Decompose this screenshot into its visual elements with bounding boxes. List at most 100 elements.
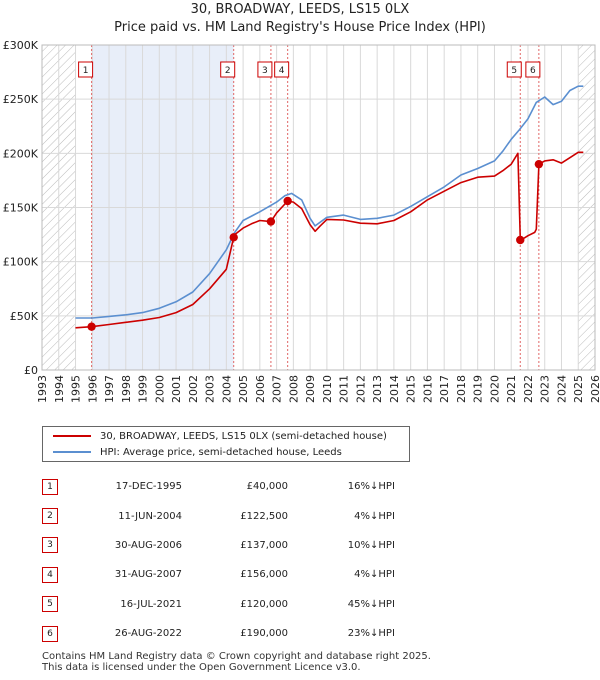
sale-price: £40,000 <box>246 481 288 493</box>
y-tick-label: £200K <box>3 147 39 160</box>
x-tick-label: 2006 <box>254 375 267 403</box>
x-tick-label: 2019 <box>472 375 485 403</box>
sale-number-box <box>525 61 541 78</box>
sales-table: 1 17-DEC-1995 £40,000 16% ↓ HPI 2 11-JUN… <box>42 472 418 648</box>
down-arrow-icon: ↓ <box>370 598 379 610</box>
footer-licence: This data is licensed under the Open Gov… <box>42 662 361 673</box>
sale-point <box>516 235 525 245</box>
x-tick-label: 1993 <box>36 375 49 403</box>
sale-number-label: 1 <box>83 66 89 76</box>
x-tick-label: 1996 <box>86 375 99 403</box>
hpi-difference: 4% <box>354 569 370 581</box>
sale-date: 17-DEC-1995 <box>115 481 182 493</box>
x-tick-label: 2015 <box>405 375 418 403</box>
hpi-difference: 10% <box>347 539 370 551</box>
sale-number-label: 3 <box>262 66 268 76</box>
hpi-label: HPI <box>378 510 395 522</box>
sale-number-badge: 2 <box>42 508 58 525</box>
sale-date: 31-AUG-2007 <box>114 569 182 581</box>
down-arrow-icon: ↓ <box>370 510 379 522</box>
x-tick-label: 2002 <box>187 375 200 403</box>
x-tick-label: 2016 <box>421 375 434 403</box>
x-tick-label: 2013 <box>371 375 384 403</box>
y-tick-label: £300K <box>3 39 39 52</box>
x-tick-label: 1995 <box>70 375 83 403</box>
sale-number-badge: 5 <box>42 596 58 613</box>
sale-number-badge: 1 <box>42 478 58 495</box>
legend-label-hpi: HPI: Average price, semi-detached house,… <box>100 446 342 458</box>
x-tick-label: 1994 <box>53 375 66 403</box>
sale-point <box>283 196 292 206</box>
hpi-difference: 16% <box>347 481 370 493</box>
table-row: 3 30-AUG-2006 £137,000 10% ↓ HPI <box>42 531 418 560</box>
sale-number-badge: 6 <box>42 625 58 642</box>
y-tick-label: £50K <box>10 310 39 323</box>
x-tick-label: 2017 <box>438 375 451 403</box>
sale-point <box>266 217 276 226</box>
price-chart: 1 2 3 4 5 6 £0 £50K £100K £150K £200K £250K £300K 19… <box>3 39 600 403</box>
hpi-label: HPI <box>378 628 395 640</box>
legend-swatch-property <box>53 435 91 437</box>
hpi-difference: 23% <box>347 628 370 640</box>
sale-point <box>87 322 96 331</box>
x-tick-label: 2025 <box>572 375 585 403</box>
x-tick-label: 2011 <box>338 375 351 403</box>
down-arrow-icon: ↓ <box>370 569 379 581</box>
sale-number-badge: 4 <box>42 566 58 583</box>
x-tick-label: 2020 <box>488 375 501 403</box>
property-series-line <box>75 151 584 329</box>
sale-point <box>229 233 238 242</box>
sale-number-box <box>78 61 94 78</box>
table-row: 2 11-JUN-2004 £122,500 4% ↓ HPI <box>42 501 418 530</box>
sale-date: 16-JUL-2021 <box>120 598 182 610</box>
footer-copyright: Contains HM Land Registry data © Crown c… <box>42 651 431 662</box>
legend-swatch-hpi <box>53 451 91 453</box>
hpi-label: HPI <box>378 598 395 610</box>
hpi-label: HPI <box>378 569 395 581</box>
sale-number-label: 6 <box>530 66 536 76</box>
hpi-series-line <box>75 85 584 319</box>
sale-price: £122,500 <box>240 510 288 522</box>
sale-number-label: 2 <box>225 66 231 76</box>
table-row: 6 26-AUG-2022 £190,000 23% ↓ HPI <box>42 619 418 648</box>
x-tick-label: 2024 <box>555 375 568 403</box>
hpi-label: HPI <box>378 539 395 551</box>
x-tick-label: 2018 <box>455 375 468 403</box>
x-tick-label: 2001 <box>170 375 183 403</box>
sale-number-label: 4 <box>279 66 285 76</box>
hpi-difference: 45% <box>347 598 370 610</box>
x-tick-label: 2021 <box>505 375 518 403</box>
legend-label-property: 30, BROADWAY, LEEDS, LS15 0LX (semi-deta… <box>100 430 387 442</box>
x-tick-label: 2005 <box>237 375 250 403</box>
legend-item-hpi: HPI: Average price, semi-detached house,… <box>53 444 342 460</box>
sale-price: £120,000 <box>240 598 288 610</box>
sale-number-label: 5 <box>511 66 517 76</box>
y-tick-label: £250K <box>3 93 39 106</box>
footer: Contains HM Land Registry data © Crown c… <box>42 651 431 673</box>
sale-price: £156,000 <box>240 569 288 581</box>
plot-frame <box>41 44 596 371</box>
sale-date: 30-AUG-2006 <box>114 539 182 551</box>
x-tick-label: 2007 <box>271 375 284 403</box>
chart-subtitle: Price paid vs. HM Land Registry's House … <box>114 20 486 35</box>
x-tick-label: 2026 <box>589 375 600 403</box>
sale-point <box>534 159 544 169</box>
table-row: 1 17-DEC-1995 £40,000 16% ↓ HPI <box>42 472 418 501</box>
hpi-label: HPI <box>378 481 395 493</box>
legend-item-property: 30, BROADWAY, LEEDS, LS15 0LX (semi-deta… <box>53 428 387 444</box>
x-tick-label: 2003 <box>204 375 217 403</box>
x-tick-label: 2008 <box>287 375 300 403</box>
x-tick-label: 2023 <box>539 375 552 403</box>
sale-date: 26-AUG-2022 <box>114 628 182 640</box>
table-row: 4 31-AUG-2007 £156,000 4% ↓ HPI <box>42 560 418 589</box>
hpi-difference: 4% <box>354 510 370 522</box>
x-tick-label: 2000 <box>153 375 166 403</box>
sale-number-box <box>257 61 273 78</box>
y-tick-label: £0 <box>24 364 38 377</box>
sale-number-badge: 3 <box>42 537 58 554</box>
y-tick-label: £150K <box>3 202 39 215</box>
sale-price: £137,000 <box>240 539 288 551</box>
down-arrow-icon: ↓ <box>370 481 379 493</box>
table-row: 5 16-JUL-2021 £120,000 45% ↓ HPI <box>42 590 418 619</box>
down-arrow-icon: ↓ <box>370 628 379 640</box>
